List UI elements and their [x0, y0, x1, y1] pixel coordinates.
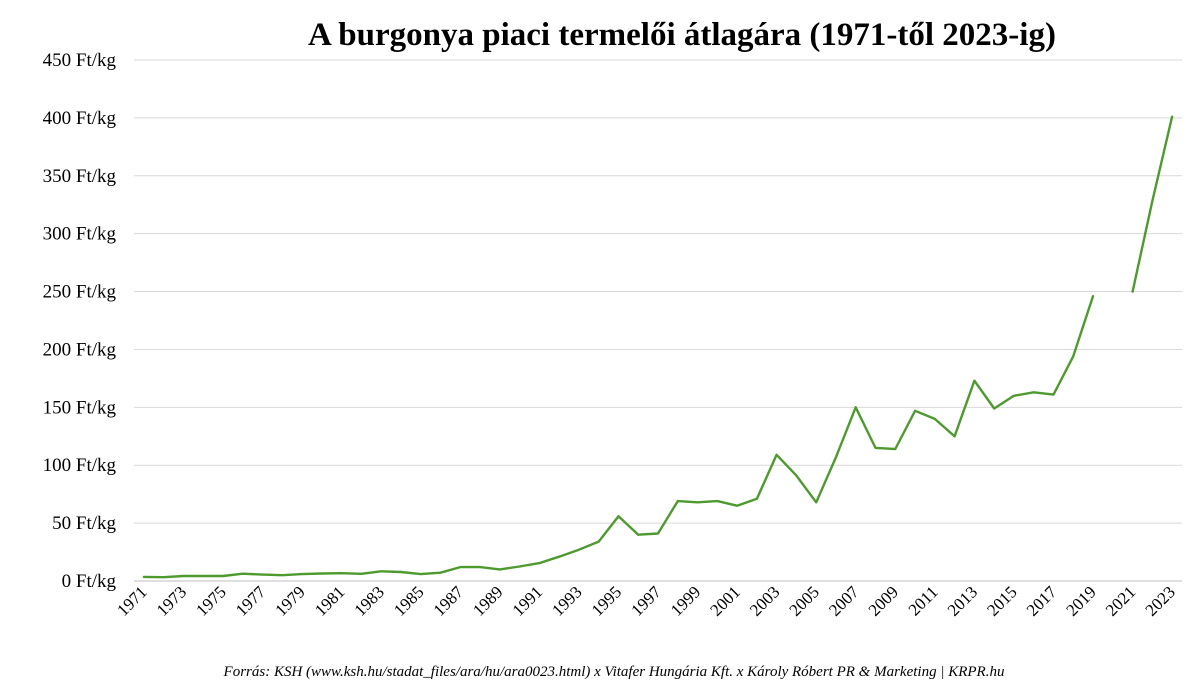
x-tick-label: 2021 [1102, 582, 1139, 619]
x-tick-label: 1995 [588, 582, 625, 619]
source-note: Forrás: KSH (www.ksh.hu/stadat_files/ara… [223, 664, 1005, 680]
y-tick-label: 100 Ft/kg [43, 455, 117, 476]
x-tick-label: 2015 [983, 582, 1020, 619]
x-tick-label: 2017 [1023, 582, 1061, 620]
y-tick-label: 150 Ft/kg [43, 397, 117, 418]
x-axis-tick-labels: 1971 1973 1975 1977 1979 1981 1983 1985 1987 1989… [113, 582, 1179, 620]
series-line-segment-1 [142, 295, 1095, 579]
gridlines [134, 59, 1182, 582]
y-tick-label: 200 Ft/kg [43, 339, 117, 360]
x-tick-label: 1979 [271, 582, 308, 619]
chart-title: A burgonya piaci termelői átlagára (1971… [308, 17, 1056, 53]
x-tick-label: 1993 [548, 582, 585, 619]
y-tick-label: 450 Ft/kg [43, 50, 117, 71]
x-tick-label: 2001 [706, 582, 743, 619]
x-tick-label: 1975 [192, 582, 229, 619]
x-tick-label: 2011 [905, 582, 942, 619]
y-tick-label: 350 Ft/kg [43, 166, 117, 187]
y-tick-label: 250 Ft/kg [43, 282, 117, 303]
y-tick-label: 300 Ft/kg [43, 224, 117, 245]
x-tick-label: 1989 [469, 582, 506, 619]
x-tick-label: 1991 [509, 582, 546, 619]
x-tick-label: 1977 [232, 582, 270, 620]
x-tick-label: 1999 [667, 582, 704, 619]
series-line-segment-2 [1131, 115, 1174, 293]
x-tick-label: 2023 [1141, 582, 1178, 619]
x-tick-label: 1971 [113, 582, 150, 619]
x-tick-label: 1997 [627, 582, 665, 620]
x-tick-label: 1973 [153, 582, 190, 619]
y-tick-label: 50 Ft/kg [52, 513, 116, 534]
x-tick-label: 2003 [746, 582, 783, 619]
y-tick-label: 400 Ft/kg [43, 108, 117, 129]
x-tick-label: 1981 [311, 582, 348, 619]
x-tick-label: 1987 [430, 582, 468, 620]
y-tick-label: 0 Ft/kg [62, 571, 117, 592]
x-tick-label: 2007 [825, 582, 863, 620]
x-tick-label: 1983 [351, 582, 388, 619]
x-tick-label: 2013 [944, 582, 981, 619]
x-tick-label: 2005 [786, 582, 823, 619]
x-tick-label: 2019 [1062, 582, 1099, 619]
series-lines [142, 115, 1174, 579]
x-tick-label: 1985 [390, 582, 427, 619]
y-axis-tick-labels: 0 Ft/kg 50 Ft/kg 100 Ft/kg 150 Ft/kg 200 Ft/… [43, 50, 117, 592]
x-tick-label: 2009 [865, 582, 902, 619]
